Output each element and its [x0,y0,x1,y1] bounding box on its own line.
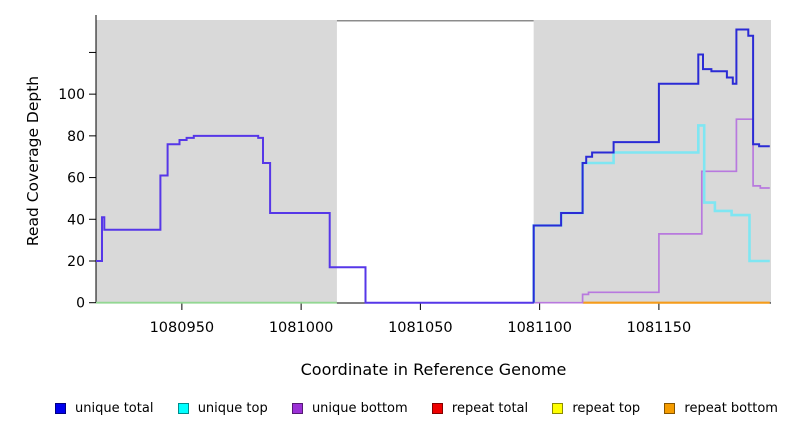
y-tick-label: 100 [58,87,85,103]
legend-label: unique total [75,400,154,416]
legend-label: unique top [197,400,268,416]
series-unique-total-left-block-overlaps-unique-bottom- [96,134,534,304]
legend-item-unique-total: unique total [55,401,153,416]
shaded-region [533,20,771,303]
x-tick-label: 1081050 [388,320,453,336]
legend-item-unique-bottom: unique bottom [291,400,408,416]
legend-label: repeat bottom [684,400,778,416]
x-tick-label: 1080950 [150,320,215,336]
legend: unique total unique top unique bottom repea… [55,398,778,418]
series-unique-total-right-block- [532,28,770,303]
y-tick-label: 60 [67,171,85,187]
legend-swatch [552,402,564,414]
x-tick-label: 1081150 [627,320,692,336]
y-tick-label: 40 [67,212,85,228]
legend-item-repeat-bottom: repeat bottom [664,401,778,416]
legend-item-unique-top: unique top [177,400,268,416]
y-tick-label: 20 [67,254,85,270]
legend-label: repeat total [451,400,529,416]
legend-item-repeat-top: repeat top [552,401,640,416]
legend-swatch [291,402,303,414]
x-tick-label: 1081000 [269,320,334,336]
shaded-region [96,20,337,303]
y-tick-label: 80 [67,129,85,145]
legend-swatch [177,402,189,414]
y-tick-label: 0 [76,296,85,312]
legend-swatch [664,402,676,414]
series-unique-bottom [533,118,770,304]
x-tick-label: 1081100 [507,320,572,336]
x-axis-title: Coordinate in Reference Genome [300,360,567,379]
legend-label: repeat top [572,400,641,416]
legend-swatch [55,402,66,414]
legend-item-repeat-total: repeat total [431,400,529,416]
legend-swatch [431,402,443,414]
legend-label: unique bottom [311,400,408,416]
y-axis-title: Read Coverage Depth [24,75,42,247]
